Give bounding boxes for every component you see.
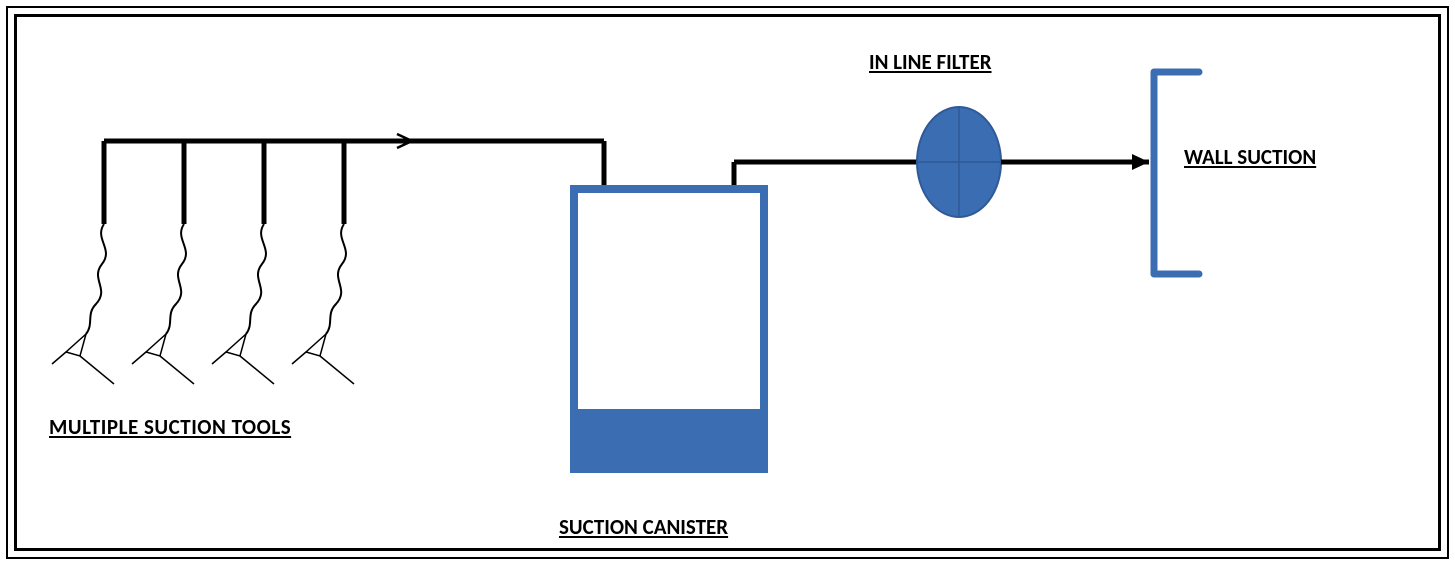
label-wall-suction: WALL SUCTION — [1184, 144, 1316, 170]
suction-canister-icon — [574, 189, 764, 469]
suction-tool-3 — [212, 224, 274, 384]
label-multiple-suction-tools: MULTIPLE SUCTION TOOLS — [49, 414, 291, 440]
suction-tool-1 — [52, 224, 114, 384]
diagram-svg — [14, 14, 1441, 551]
suction-tool-2 — [132, 224, 194, 384]
diagram-canvas: MULTIPLE SUCTION TOOLS SUCTION CANISTER … — [0, 0, 1455, 565]
label-suction-canister: SUCTION CANISTER — [559, 514, 728, 540]
wall-suction-icon — [1154, 72, 1199, 274]
label-in-line-filter: IN LINE FILTER — [869, 49, 992, 75]
suction-tool-4 — [292, 224, 354, 384]
wall-arrowhead — [1132, 154, 1149, 170]
